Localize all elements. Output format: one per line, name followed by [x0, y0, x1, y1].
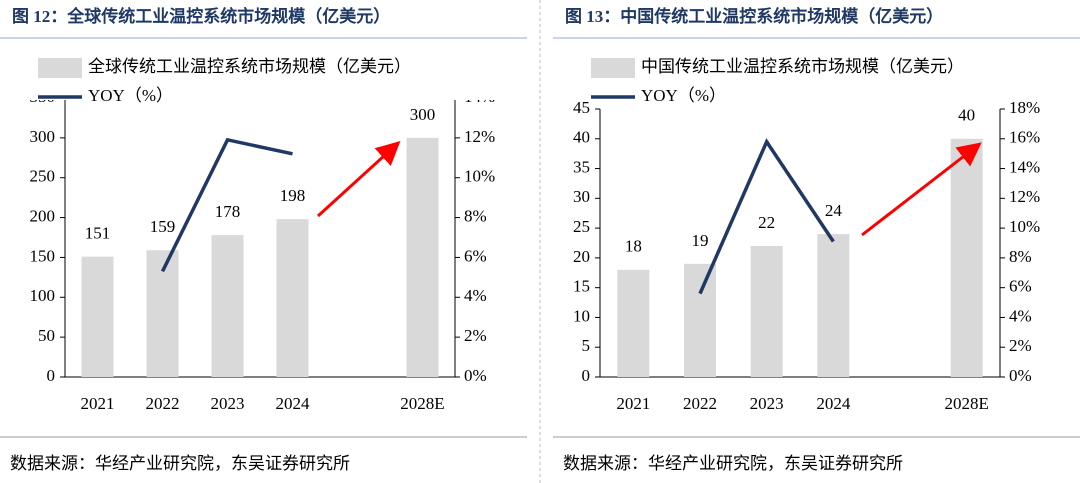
y-tick-label: 100 — [30, 286, 56, 305]
y-tick-label: 300 — [30, 127, 56, 146]
legend-background — [30, 50, 500, 100]
y-tick-label: 5 — [582, 336, 591, 355]
y-tick-label: 20 — [573, 247, 590, 266]
legend-label: YOY（%） — [88, 86, 173, 105]
yoy-line — [160, 137, 293, 273]
y-tick-label: 25 — [573, 217, 590, 236]
y2-tick-label: 16% — [1009, 128, 1040, 147]
y2-tick-label: 4% — [464, 286, 487, 305]
y-tick-label: 45 — [573, 98, 590, 117]
bar-value-label: 19 — [692, 231, 709, 250]
y2-tick-label: 18% — [1009, 98, 1040, 117]
source-note: 数据来源：华经产业研究院，东吴证券研究所 — [563, 454, 903, 473]
bar-value-label: 178 — [215, 202, 241, 221]
y2-tick-label: 0% — [1009, 366, 1032, 385]
bar-value-label: 22 — [758, 213, 775, 232]
y-tick-label: 40 — [573, 128, 590, 147]
bar-value-label: 198 — [280, 186, 306, 205]
x-tick-label: 2024 — [816, 394, 851, 413]
y-tick-label: 200 — [30, 206, 56, 225]
y2-tick-label: 12% — [1009, 187, 1040, 206]
chart-panel: 图 13：中国传统工业温控系统市场规模（亿美元） 0 5 10 15 20 25 30 35 40… — [553, 6, 1080, 473]
y2-tick-label: 10% — [1009, 217, 1040, 236]
y2-tick-label: 8% — [464, 206, 487, 225]
x-tick-label: 2021 — [81, 394, 115, 413]
bar — [750, 245, 783, 377]
bar — [276, 219, 309, 377]
y2-tick-label: 14% — [1009, 157, 1040, 176]
trend-arrow — [861, 142, 982, 237]
legend-swatch — [38, 58, 82, 78]
bar — [684, 263, 716, 377]
bar — [817, 234, 850, 377]
legend-label: 全球传统工业温控系统市场规模（亿美元） — [88, 57, 411, 76]
y2-tick-label: 10% — [464, 167, 495, 186]
bar-value-label: 300 — [410, 105, 436, 124]
legend-background — [583, 50, 1053, 100]
legend-swatch — [591, 58, 635, 78]
x-tick-label: 2024 — [276, 394, 311, 413]
y2-tick-label: 8% — [1009, 247, 1032, 266]
y2-tick-label: 2% — [1009, 336, 1032, 355]
x-tick-label: 2022 — [683, 394, 717, 413]
yoy-line — [698, 138, 835, 295]
chart-panel: 图 12：全球传统工业温控系统市场规模（亿美元） 0 50 100 150 200 250 3… — [0, 6, 527, 473]
trend-arrow — [316, 140, 401, 218]
y-tick-label: 50 — [38, 326, 55, 345]
y-tick-label: 15 — [573, 277, 590, 296]
y2-tick-label: 12% — [464, 127, 495, 146]
y-tick-label: 150 — [30, 246, 56, 265]
x-tick-label: 2023 — [211, 394, 245, 413]
chart-title: 图 13：中国传统工业温控系统市场规模（亿美元） — [565, 6, 943, 26]
x-tick-label: 2028E — [944, 394, 988, 413]
chart-title: 图 12：全球传统工业温控系统市场规模（亿美元） — [12, 6, 390, 26]
legend-label: YOY（%） — [641, 86, 726, 105]
y-tick-label: 10 — [573, 306, 590, 325]
bar — [950, 138, 983, 377]
y2-tick-label: 6% — [464, 246, 487, 265]
y-tick-label: 0 — [47, 366, 56, 385]
x-tick-label: 2021 — [616, 394, 650, 413]
y-tick-label: 30 — [573, 187, 590, 206]
bar — [211, 235, 244, 377]
x-tick-label: 2028E — [400, 394, 444, 413]
x-tick-label: 2023 — [750, 394, 784, 413]
legend-label: 中国传统工业温控系统市场规模（亿美元） — [641, 57, 964, 76]
bar-value-label: 159 — [150, 217, 176, 236]
bar — [81, 256, 114, 377]
bar-value-label: 151 — [85, 224, 111, 243]
bar-value-label: 40 — [958, 106, 975, 125]
y2-tick-label: 6% — [1009, 277, 1032, 296]
y-tick-label: 0 — [582, 366, 591, 385]
x-tick-label: 2022 — [146, 394, 180, 413]
bar-value-label: 18 — [625, 237, 642, 256]
y2-tick-label: 4% — [1009, 306, 1032, 325]
y2-tick-label: 2% — [464, 326, 487, 345]
y2-tick-label: 0% — [464, 366, 487, 385]
y-tick-label: 250 — [30, 167, 56, 186]
bar — [406, 137, 439, 377]
source-note: 数据来源：华经产业研究院，东吴证券研究所 — [10, 454, 350, 473]
bar — [617, 269, 650, 377]
y-tick-label: 35 — [573, 157, 590, 176]
bar-value-label: 24 — [825, 201, 843, 220]
